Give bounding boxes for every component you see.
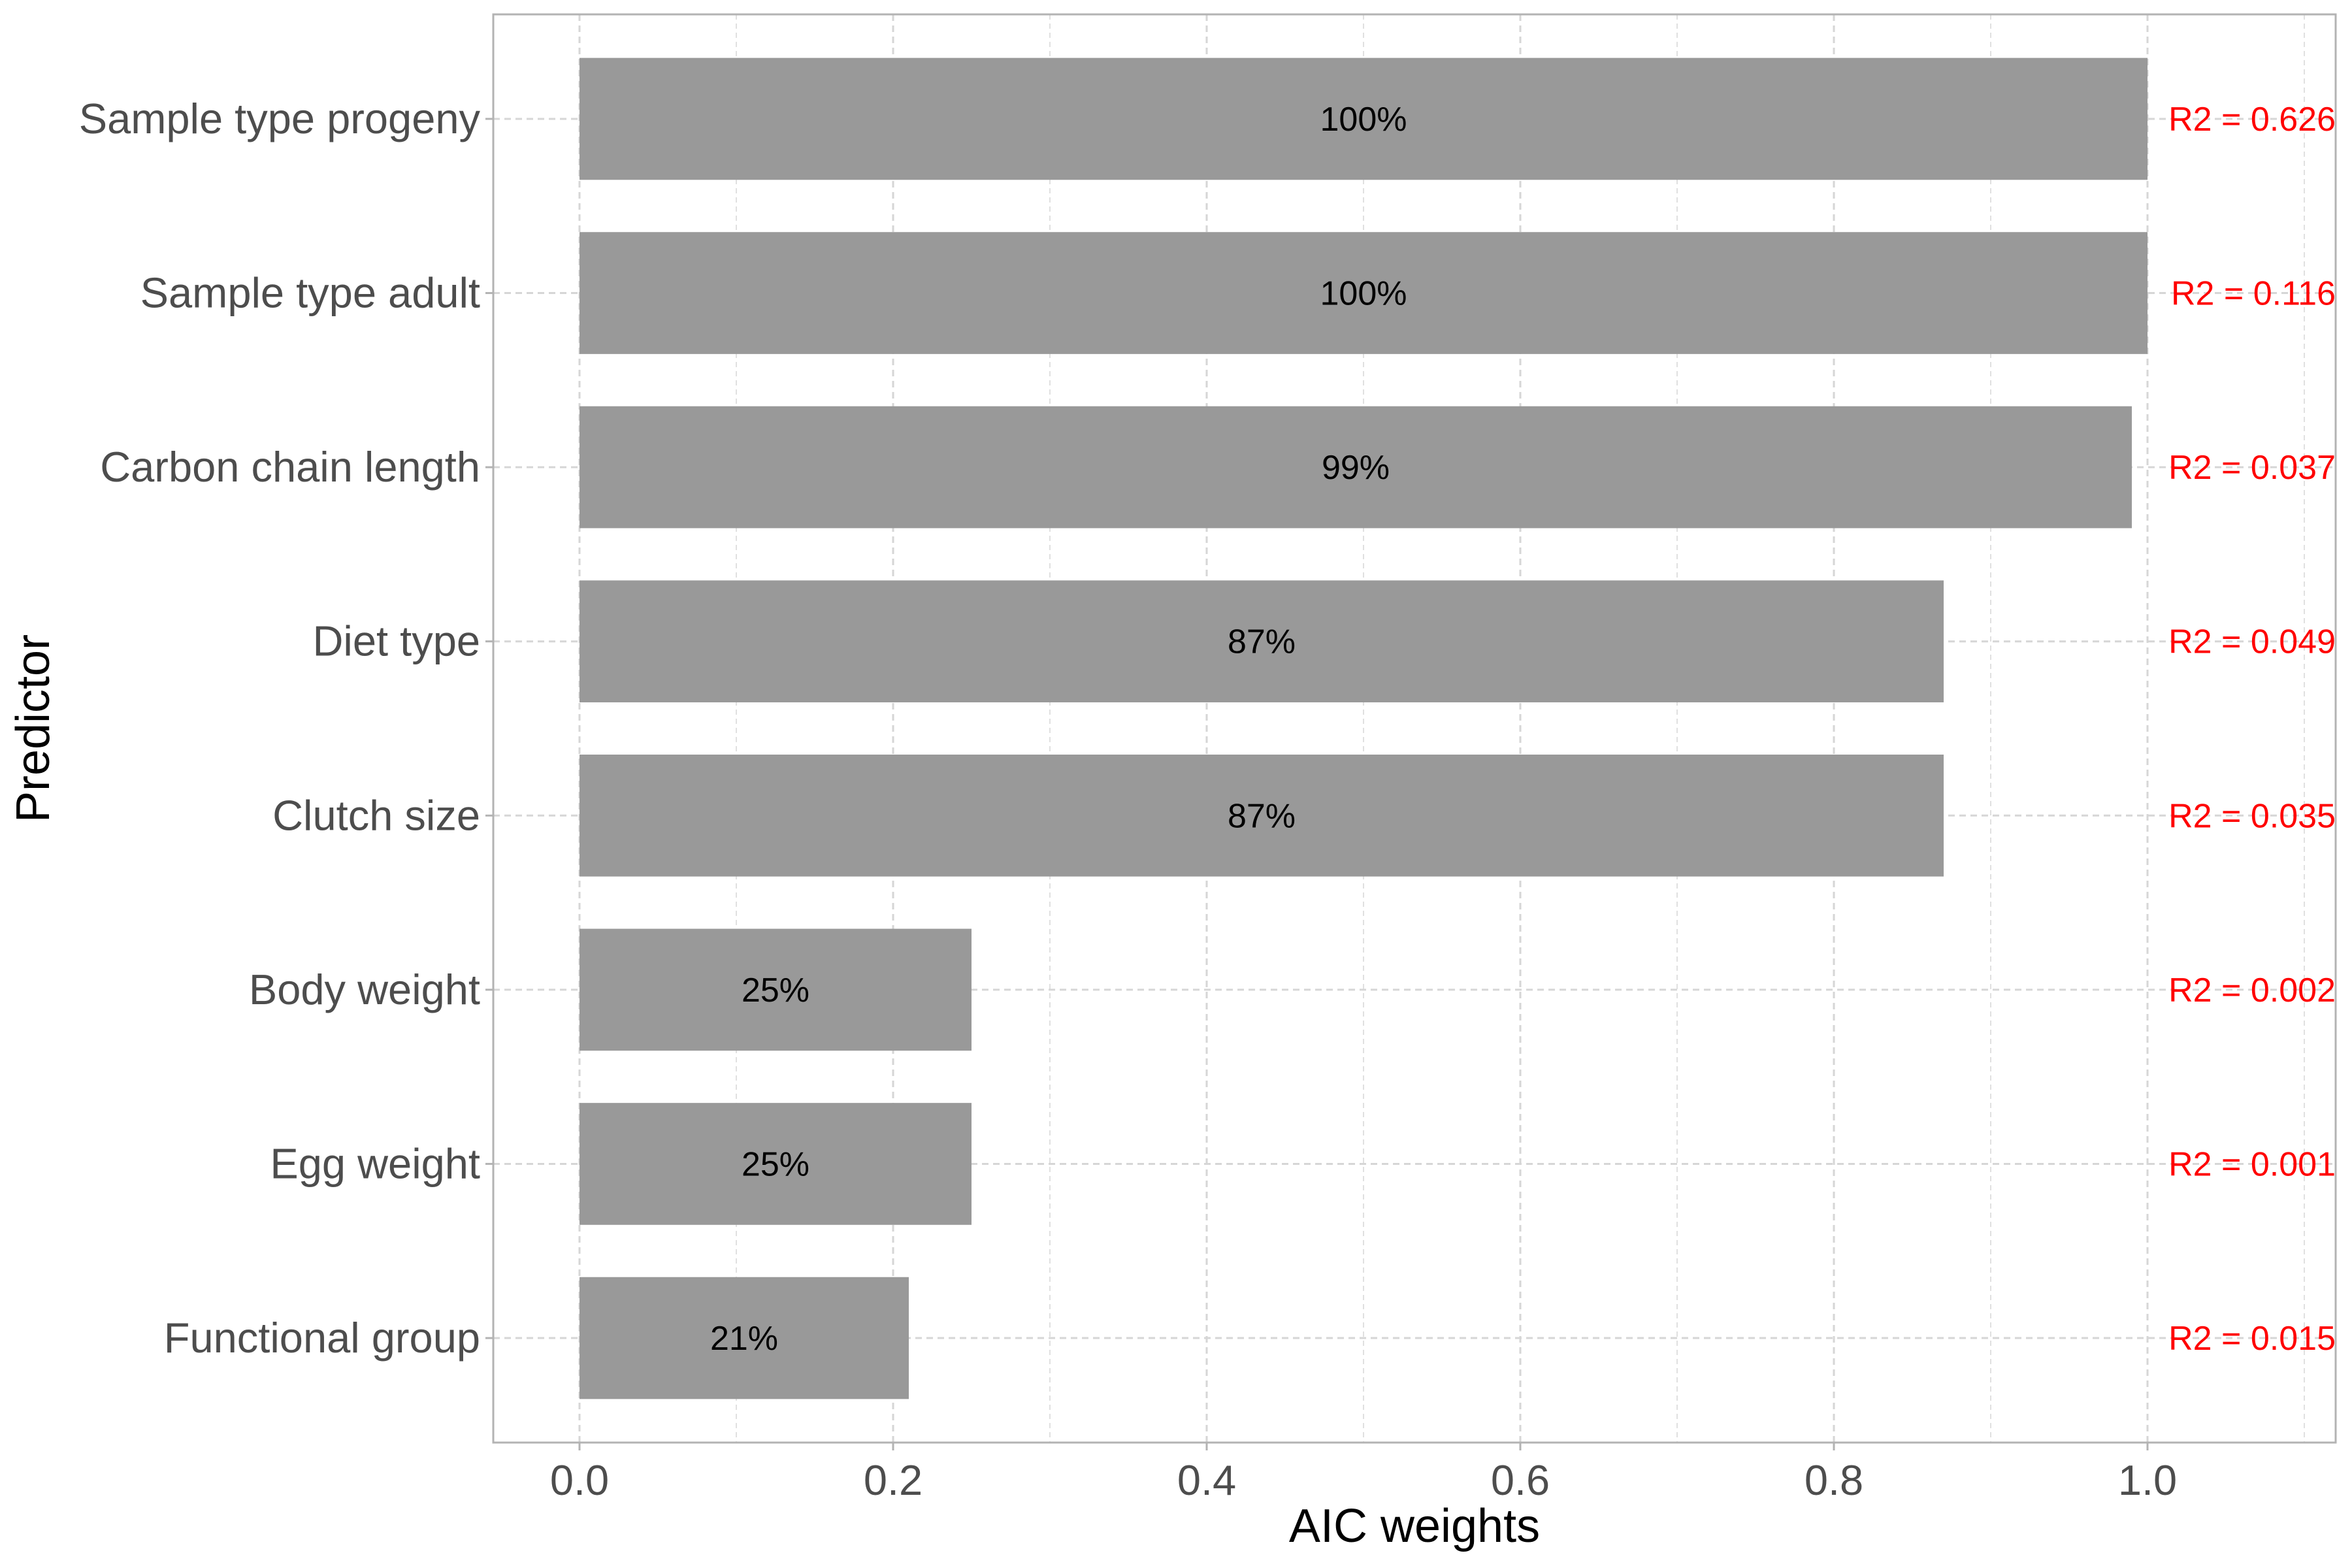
x-tick-label: 0.6	[1491, 1456, 1550, 1504]
bar-value-label: 100%	[1320, 275, 1407, 313]
bar	[580, 754, 1944, 877]
r2-label: R2 = 0.116	[2171, 275, 2336, 313]
bar-value-label: 21%	[710, 1320, 778, 1358]
y-tick-label: Sample type adult	[140, 269, 480, 317]
bar	[580, 580, 1944, 703]
x-tick-label: 0.2	[864, 1456, 923, 1504]
bar	[580, 1103, 972, 1225]
bar-value-label: 99%	[1322, 449, 1390, 487]
y-tick-label: Carbon chain length	[100, 443, 480, 491]
r2-label: R2 = 0.049	[2168, 623, 2336, 661]
bar	[580, 232, 2148, 354]
y-tick-label: Clutch size	[272, 791, 480, 839]
bars: 100% R2 = 0.626 100% R2 = 0.116 99% R2 = 0.03…	[580, 57, 2336, 1399]
y-tick-label: Diet type	[312, 617, 480, 665]
r2-label: R2 = 0.037	[2168, 449, 2336, 487]
x-tick-label: 0.0	[550, 1456, 609, 1504]
y-tick-label: Egg weight	[270, 1139, 480, 1187]
bar-value-label: 25%	[742, 972, 809, 1009]
r2-label: R2 = 0.002	[2168, 972, 2336, 1009]
r2-label: R2 = 0.001	[2168, 1145, 2336, 1183]
r2-label: R2 = 0.626	[2168, 101, 2336, 139]
bar	[580, 1277, 909, 1399]
y-axis-title: Predictor	[7, 634, 59, 823]
y-ticks: Sample type progeny Sample type adult Carb…	[79, 95, 493, 1362]
bar-value-label: 100%	[1320, 101, 1407, 139]
x-ticks: 0.0 0.2 0.4 0.6 0.8 1.0	[550, 1443, 2177, 1504]
x-axis-title: AIC weights	[1289, 1500, 1540, 1552]
x-tick-label: 0.4	[1177, 1456, 1236, 1504]
r2-label: R2 = 0.015	[2168, 1320, 2336, 1358]
r2-label: R2 = 0.035	[2168, 797, 2336, 835]
x-tick-label: 1.0	[2118, 1456, 2177, 1504]
panel-border	[492, 13, 2337, 1444]
bar	[580, 57, 2148, 180]
bar	[580, 928, 972, 1051]
bar	[580, 406, 2132, 529]
bar-value-label: 87%	[1228, 797, 1296, 835]
bar-value-label: 25%	[742, 1145, 809, 1183]
y-tick-label: Body weight	[249, 966, 480, 1013]
bar-value-label: 87%	[1228, 623, 1296, 661]
x-tick-label: 0.8	[1805, 1456, 1863, 1504]
y-tick-label: Functional group	[164, 1314, 480, 1362]
y-tick-label: Sample type progeny	[79, 95, 481, 142]
